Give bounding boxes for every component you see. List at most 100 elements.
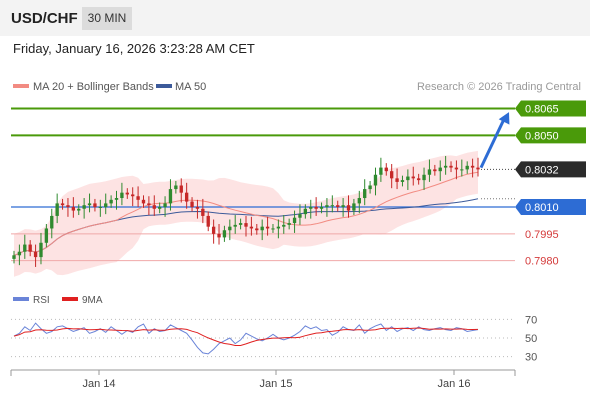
candle-body-16 bbox=[98, 206, 102, 208]
candle-body-86 bbox=[476, 167, 480, 170]
candle-body-26 bbox=[152, 205, 156, 209]
candle-body-56 bbox=[314, 206, 318, 209]
candle-body-11 bbox=[71, 206, 76, 211]
timeframe-badge[interactable]: 30 MIN bbox=[82, 7, 132, 30]
candle-body-62 bbox=[346, 205, 351, 211]
candle-body-12 bbox=[77, 208, 81, 211]
legend-swatch-rsi bbox=[13, 297, 29, 301]
candle-body-21 bbox=[125, 192, 129, 195]
candle-body-28 bbox=[163, 203, 167, 207]
candle-body-19 bbox=[114, 198, 119, 200]
candle-body-5 bbox=[39, 242, 43, 258]
legend-9ma: 9MA bbox=[82, 295, 103, 306]
candle-body-59 bbox=[330, 205, 334, 207]
candle-body-20 bbox=[120, 192, 124, 199]
candle-body-44 bbox=[249, 226, 254, 229]
rsi-level-label-1: 50 bbox=[525, 333, 537, 345]
last-price-tag bbox=[515, 161, 586, 178]
candle-body-13 bbox=[82, 205, 86, 209]
candle-body-17 bbox=[104, 203, 108, 207]
candle-body-72 bbox=[400, 180, 405, 182]
bollinger-band bbox=[14, 150, 478, 277]
candle-body-35 bbox=[201, 208, 205, 216]
x-tick-label-2: Jan 16 bbox=[437, 378, 470, 390]
level-tag-2 bbox=[515, 198, 586, 215]
candle-body-49 bbox=[276, 226, 281, 229]
candle-body-43 bbox=[244, 223, 248, 227]
level-label-0: 0.8065 bbox=[525, 104, 559, 116]
candle-body-65 bbox=[363, 189, 367, 199]
level-label-1: 0.8050 bbox=[525, 130, 559, 142]
x-tick-label-0: Jan 14 bbox=[82, 378, 115, 390]
candle-body-30 bbox=[174, 185, 178, 190]
candle-body-69 bbox=[384, 167, 388, 172]
candle-body-34 bbox=[195, 206, 200, 209]
candle-body-38 bbox=[217, 233, 221, 238]
candle-body-84 bbox=[465, 165, 469, 170]
candle-body-10 bbox=[66, 205, 70, 207]
legend-swatch-ma20 bbox=[13, 84, 29, 88]
candle-body-60 bbox=[336, 205, 340, 207]
rsi-9ma-line bbox=[13, 327, 479, 346]
candle-body-80 bbox=[443, 165, 448, 168]
candle-body-8 bbox=[55, 203, 59, 216]
candle-body-0 bbox=[12, 255, 16, 259]
candle-body-6 bbox=[44, 228, 49, 243]
forecast-arrow-shaft bbox=[479, 116, 507, 169]
candle-body-55 bbox=[309, 206, 313, 209]
legend-rsi: RSI bbox=[33, 295, 50, 306]
candle-body-14 bbox=[87, 203, 92, 206]
candle-body-46 bbox=[260, 226, 264, 231]
candle-body-67 bbox=[373, 174, 378, 186]
level-tag-1 bbox=[515, 127, 586, 144]
rsi-level-label-0: 70 bbox=[525, 314, 537, 326]
candle-body-52 bbox=[292, 217, 297, 224]
candle-body-73 bbox=[406, 176, 410, 181]
candle-body-66 bbox=[368, 185, 372, 190]
candle-body-50 bbox=[282, 224, 286, 227]
candle-body-41 bbox=[233, 224, 237, 227]
candle-body-76 bbox=[422, 174, 426, 181]
candle-body-61 bbox=[341, 205, 345, 207]
ma20-line bbox=[13, 171, 479, 256]
candle-body-74 bbox=[411, 176, 415, 179]
candle-body-7 bbox=[50, 215, 54, 229]
candle-body-63 bbox=[352, 203, 356, 211]
candle-body-77 bbox=[427, 169, 432, 175]
candle-body-37 bbox=[211, 226, 216, 234]
candle-body-31 bbox=[179, 185, 183, 193]
last-price-label: 0.8032 bbox=[525, 164, 559, 176]
candle-body-79 bbox=[438, 167, 442, 172]
candle-body-40 bbox=[228, 226, 232, 231]
chart-credit: Research © 2026 Trading Central bbox=[417, 81, 581, 93]
candle-body-48 bbox=[271, 228, 275, 230]
candle-body-57 bbox=[319, 206, 324, 209]
candle-body-22 bbox=[131, 194, 135, 197]
candle-body-78 bbox=[433, 169, 437, 172]
candle-body-45 bbox=[255, 228, 259, 231]
candle-body-23 bbox=[136, 196, 140, 200]
candle-body-70 bbox=[390, 171, 394, 179]
candle-body-54 bbox=[303, 208, 308, 215]
candle-body-53 bbox=[298, 214, 302, 218]
candle-body-68 bbox=[379, 167, 383, 175]
rsi-line bbox=[13, 322, 479, 355]
candle-body-71 bbox=[395, 178, 399, 182]
level-label-4: 0.7980 bbox=[525, 256, 559, 268]
level-tag-0 bbox=[515, 100, 586, 117]
level-label-3: 0.7995 bbox=[525, 229, 559, 241]
rsi-level-label-2: 30 bbox=[525, 352, 537, 364]
candle-body-9 bbox=[60, 203, 65, 206]
legend-swatch-9ma bbox=[62, 297, 78, 301]
candle-body-42 bbox=[238, 223, 243, 225]
candle-body-25 bbox=[147, 203, 151, 206]
candle-body-51 bbox=[287, 223, 291, 225]
candle-body-1 bbox=[17, 251, 22, 256]
candle-body-58 bbox=[325, 205, 329, 207]
x-tick-label-1: Jan 15 bbox=[259, 378, 292, 390]
candle-body-47 bbox=[265, 226, 270, 229]
legend-ma50: MA 50 bbox=[175, 81, 206, 93]
forecast-arrow-head bbox=[498, 112, 510, 125]
candle-body-82 bbox=[454, 167, 459, 170]
